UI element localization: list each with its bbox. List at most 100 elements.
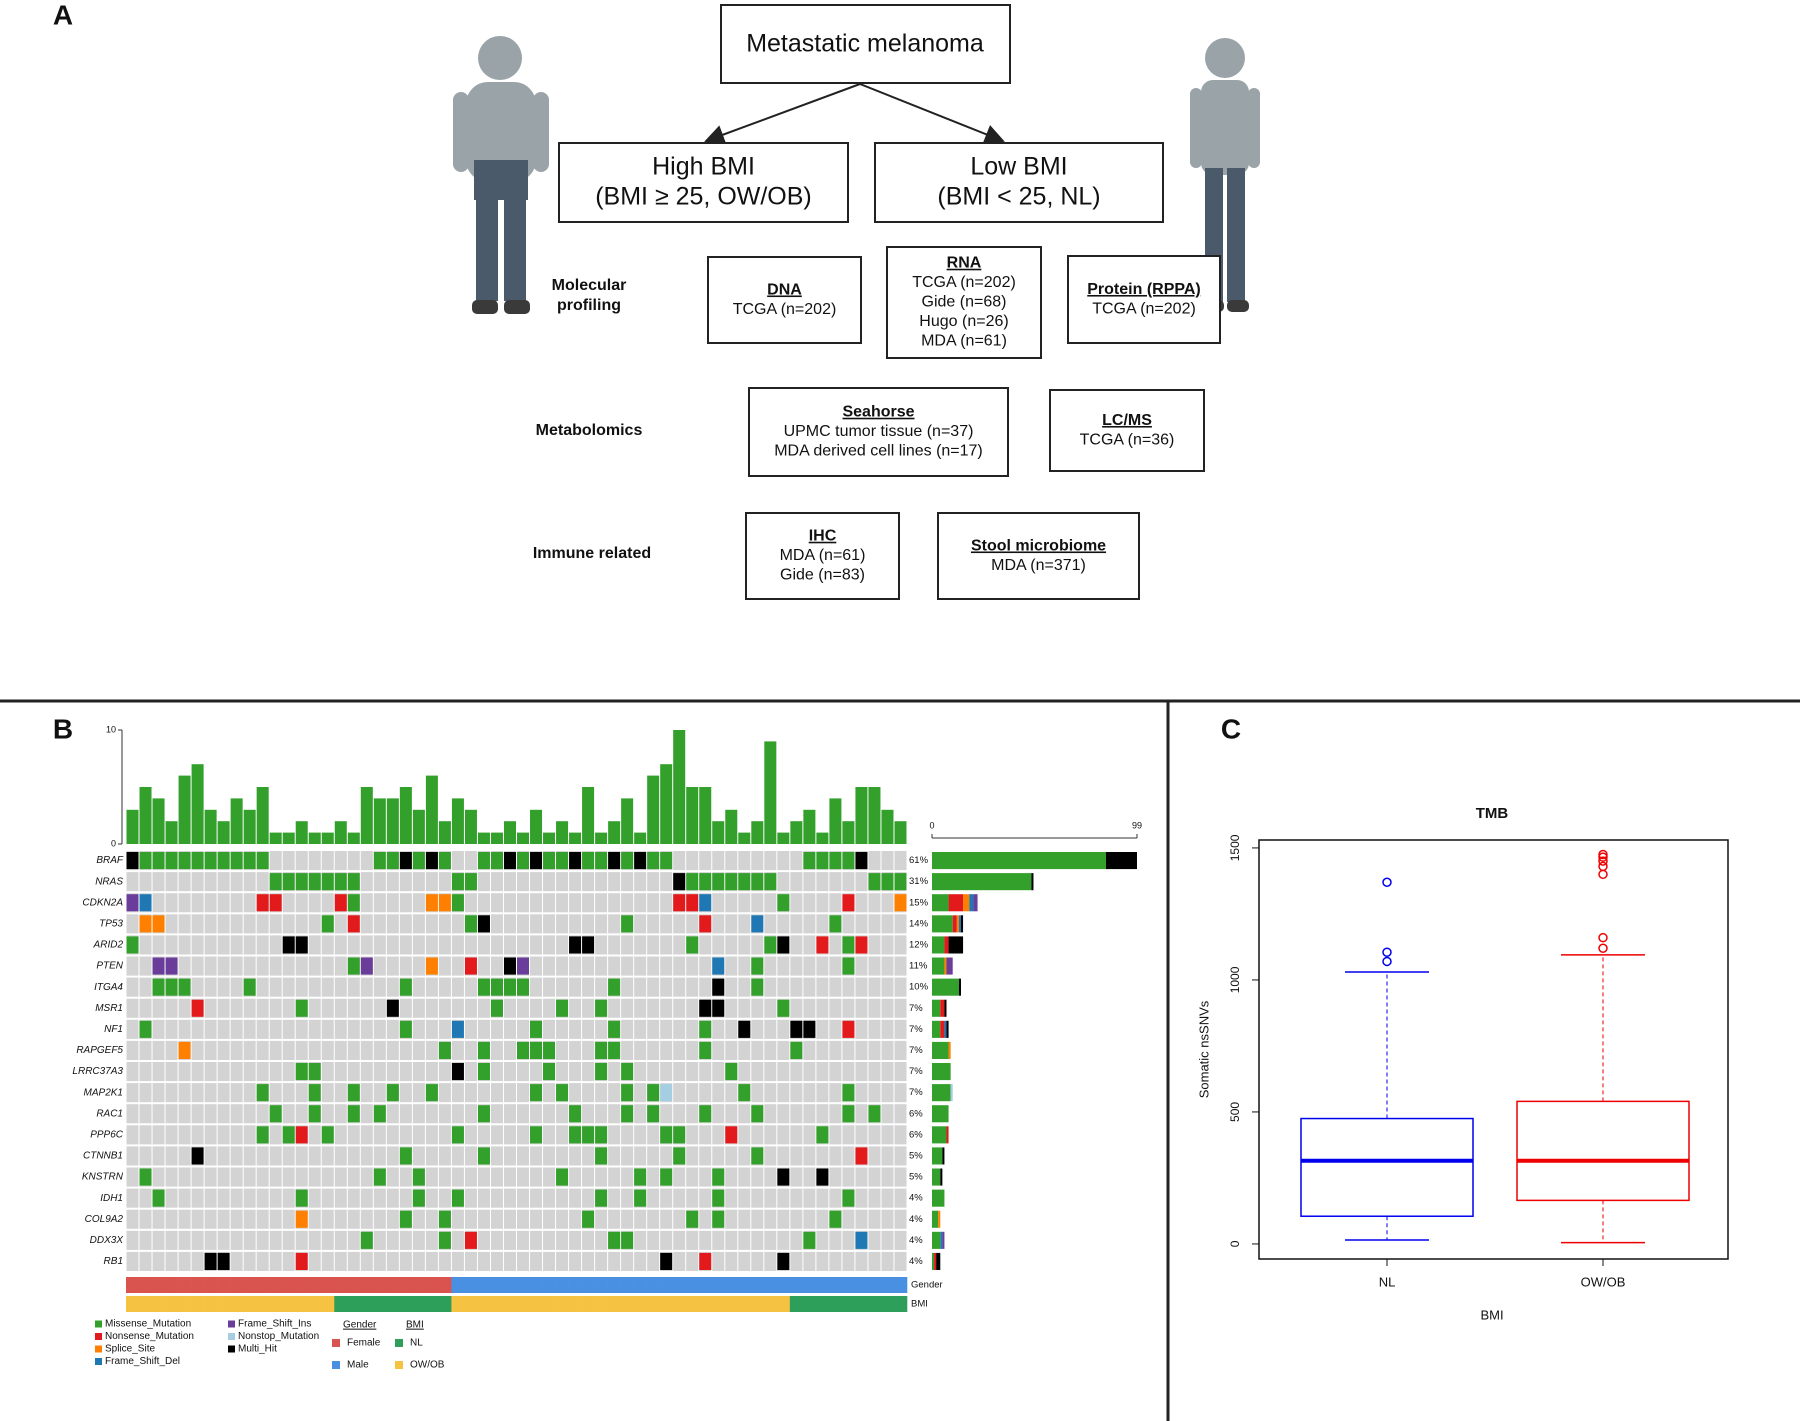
mutation-cell [295, 999, 308, 1017]
empty-cell [152, 1104, 165, 1124]
mutation-cell [842, 1105, 855, 1123]
empty-cell [243, 998, 256, 1018]
empty-cell [295, 851, 308, 871]
empty-cell [204, 1062, 217, 1082]
empty-cell [569, 1209, 582, 1229]
empty-cell [881, 956, 894, 976]
sample-bar [582, 787, 595, 844]
empty-cell [230, 1209, 243, 1229]
empty-cell [464, 935, 477, 955]
empty-cell [647, 1167, 660, 1187]
empty-cell [386, 977, 399, 997]
sample-bar [230, 798, 243, 844]
mutation-cell [842, 1189, 855, 1207]
mutation-cell [569, 1105, 582, 1123]
side-bar [932, 852, 1106, 870]
empty-cell [451, 956, 464, 976]
mutation-cell [543, 852, 556, 870]
frequency-label: 7% [909, 1003, 923, 1014]
empty-cell [751, 1230, 764, 1250]
empty-cell [490, 914, 503, 934]
annotation-cell [295, 1277, 309, 1293]
sample-bar [165, 821, 178, 844]
annotation-cell [256, 1296, 270, 1312]
empty-cell [204, 1209, 217, 1229]
empty-cell [308, 1019, 321, 1039]
mutation-cell [217, 852, 230, 870]
annotation-cell [217, 1277, 231, 1293]
gene-label: NRAS [95, 876, 123, 887]
sample-bar [647, 775, 660, 844]
annotation-cell [425, 1277, 439, 1293]
box-line: MDA (n=61) [780, 547, 866, 564]
empty-cell [139, 1125, 152, 1145]
empty-cell [256, 977, 269, 997]
empty-cell [556, 1251, 569, 1271]
empty-cell [517, 1167, 530, 1187]
empty-cell [451, 1083, 464, 1103]
empty-cell [321, 1019, 334, 1039]
mutation-cell [191, 1147, 204, 1165]
empty-cell [712, 1251, 725, 1271]
empty-cell [634, 1083, 647, 1103]
empty-cell [517, 1251, 530, 1271]
annotation-cell [321, 1296, 335, 1312]
empty-cell [790, 914, 803, 934]
box [874, 142, 1164, 223]
mutation-cell [204, 1252, 217, 1270]
mutation-cell [621, 1084, 634, 1102]
frequency-label: 4% [909, 1256, 923, 1267]
annotation-cell [789, 1277, 804, 1293]
annotation-cell [204, 1277, 218, 1293]
empty-cell [829, 977, 842, 997]
annotation-cell [802, 1296, 817, 1312]
mutation-cell [477, 1147, 490, 1165]
empty-cell [191, 1167, 204, 1187]
sample-bar [634, 832, 647, 844]
gene-label: IDH1 [100, 1193, 123, 1204]
frequency-label: 4% [909, 1193, 923, 1204]
outlier [1598, 932, 1608, 943]
mutation-cell [660, 1168, 673, 1186]
empty-cell [829, 1167, 842, 1187]
empty-cell [217, 1062, 230, 1082]
annotation-label: BMI [911, 1299, 928, 1310]
empty-cell [295, 1083, 308, 1103]
gene-label: RAPGEF5 [76, 1045, 123, 1056]
side-bar [932, 936, 945, 954]
mutation-cell [243, 978, 256, 996]
empty-cell [399, 893, 412, 913]
annotation-cell [308, 1296, 322, 1312]
empty-cell [556, 893, 569, 913]
empty-cell [282, 1146, 295, 1166]
empty-cell [243, 872, 256, 892]
empty-cell [334, 1188, 347, 1208]
empty-cell [464, 1209, 477, 1229]
box-title: DNA [767, 281, 802, 298]
empty-cell [308, 851, 321, 871]
empty-cell [165, 1062, 178, 1082]
mutation-cell [347, 894, 360, 912]
empty-cell [282, 1209, 295, 1229]
empty-cell [360, 914, 373, 934]
empty-cell [608, 935, 621, 955]
sample-bar [569, 832, 582, 844]
empty-cell [673, 1230, 686, 1250]
sample-bar [608, 821, 621, 844]
sample-bar [751, 821, 764, 844]
empty-cell [673, 1188, 686, 1208]
empty-cell [660, 914, 673, 934]
empty-cell [191, 893, 204, 913]
mutation-cell [269, 873, 282, 891]
empty-cell [412, 998, 425, 1018]
empty-cell [673, 1167, 686, 1187]
annotation-cell [243, 1296, 257, 1312]
annotation-cell [230, 1277, 244, 1293]
empty-cell [699, 956, 712, 976]
empty-cell [803, 1167, 816, 1187]
empty-cell [178, 1146, 191, 1166]
mutation-cell [295, 1210, 308, 1228]
empty-cell [712, 1019, 725, 1039]
empty-cell [803, 1209, 816, 1229]
mutation-cell [503, 978, 516, 996]
